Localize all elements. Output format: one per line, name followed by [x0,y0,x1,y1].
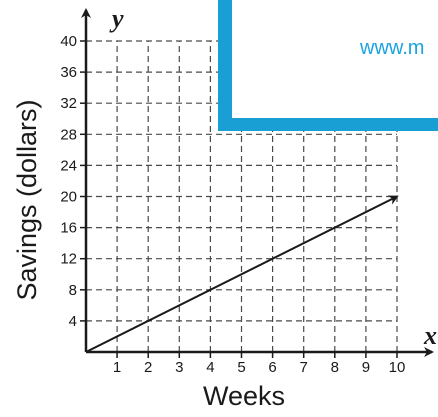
series [85,195,399,353]
x-tick-label: 8 [331,359,339,376]
x-tick-label: 7 [300,359,308,376]
y-tick-label: 40 [60,33,77,50]
y-axis-title: Savings (dollars) [12,99,42,300]
y-tick-label: 4 [69,313,77,330]
x-tick-label: 3 [175,359,183,376]
y-tick-label: 24 [60,157,77,174]
x-tick-label: 2 [144,359,152,376]
x-tick-label: 9 [362,359,370,376]
watermark-text: www.m [359,37,424,59]
x-tick-label: 6 [268,359,276,376]
x-tick-label: 10 [389,359,406,376]
x-axis-title: Weeks [203,381,285,411]
y-tick-label: 28 [60,126,77,143]
y-tick-label: 20 [60,189,77,206]
series-line [85,195,399,353]
y-axis-variable: y [109,4,124,33]
watermark-frame: www.m [218,0,438,131]
y-tick-label: 12 [60,251,77,268]
x-tick-label: 4 [206,359,214,376]
y-tick-label: 8 [69,282,77,299]
x-tick-label: 5 [237,359,245,376]
x-axis-variable: x [423,321,437,350]
y-tick-label: 32 [60,95,77,112]
y-tick-label: 36 [60,64,77,81]
x-tick-label: 1 [113,359,121,376]
axes [81,8,434,357]
y-tick-label: 16 [60,220,77,237]
